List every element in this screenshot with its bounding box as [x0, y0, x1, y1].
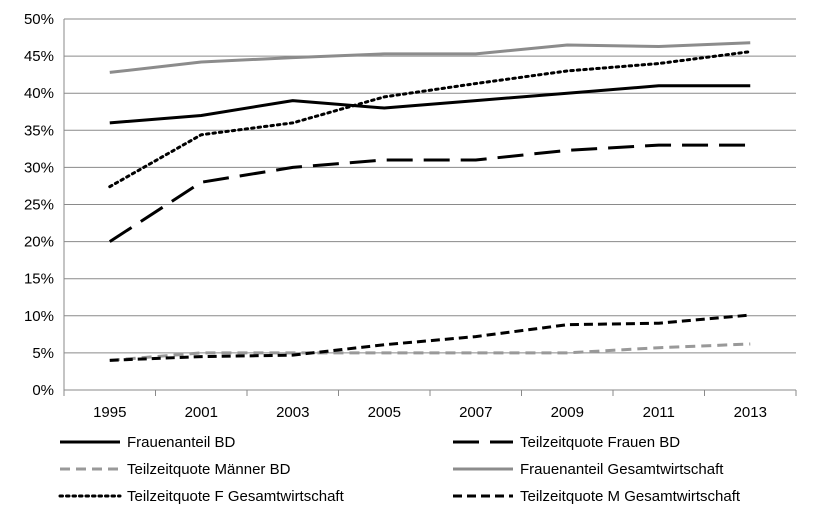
x-tick-label: 1995: [93, 404, 126, 421]
y-tick-label: 50%: [24, 11, 54, 28]
x-tick-label: 2011: [643, 404, 675, 421]
y-tick-label: 5%: [32, 345, 54, 362]
y-axis-ticks: 0% 5% 10% 15% 20% 25% 30% 35% 40% 45% 50%: [24, 11, 54, 399]
series-line-1: [110, 145, 751, 241]
series-line-4: [110, 52, 751, 187]
legend-label: Frauenanteil Gesamtwirtschaft: [520, 461, 724, 478]
x-tick-label: 2005: [368, 404, 401, 421]
gridlines: [64, 19, 796, 353]
x-tick-label: 2009: [551, 404, 584, 421]
x-axis: 1995 2001 2003 2005 2007 2009 2011 2013: [64, 19, 796, 421]
y-tick-label: 30%: [24, 159, 54, 176]
series-lines: [110, 43, 751, 361]
y-tick-label: 15%: [24, 271, 54, 288]
x-tick-label: 2003: [276, 404, 309, 421]
y-tick-label: 10%: [24, 308, 54, 325]
legend-label: Teilzeitquote Frauen BD: [520, 434, 680, 451]
legend-label: Frauenanteil BD: [127, 434, 236, 451]
x-tick-label: 2007: [459, 404, 492, 421]
y-tick-label: 25%: [24, 197, 54, 214]
series-line-3: [110, 43, 751, 73]
y-tick-label: 20%: [24, 234, 54, 251]
x-tick-label: 2001: [185, 404, 218, 421]
x-tick-label: 2013: [734, 404, 767, 421]
y-tick-label: 35%: [24, 122, 54, 139]
legend-label: Teilzeitquote Männer BD: [127, 461, 291, 478]
y-tick-label: 45%: [24, 48, 54, 65]
series-line-2: [110, 344, 751, 360]
legend-label: Teilzeitquote M Gesamtwirtschaft: [520, 488, 741, 505]
legend: Frauenanteil BD Teilzeitquote Frauen BD Te…: [60, 434, 741, 505]
legend-label: Teilzeitquote F Gesamtwirtschaft: [127, 488, 345, 505]
y-tick-label: 40%: [24, 85, 54, 102]
y-tick-label: 0%: [32, 382, 54, 399]
